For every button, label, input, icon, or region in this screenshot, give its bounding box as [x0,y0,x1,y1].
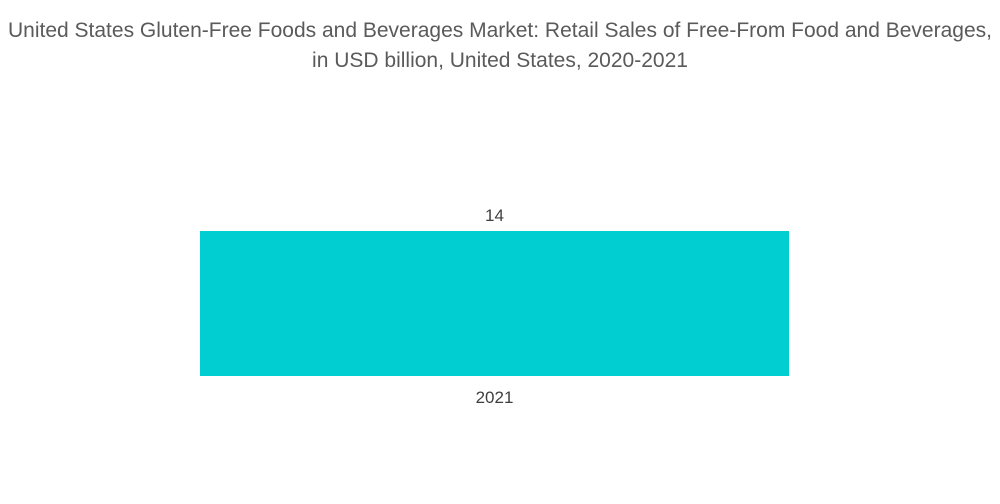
bar-2021 [200,231,789,376]
x-tick-labels-group: 2021 [476,388,514,407]
data-labels-group: 14 [485,206,504,225]
data-label-2021: 14 [485,206,504,225]
chart-title: United States Gluten-Free Foods and Beve… [8,19,992,72]
x-tick-label-2021: 2021 [476,388,514,407]
bars-group [200,231,789,376]
